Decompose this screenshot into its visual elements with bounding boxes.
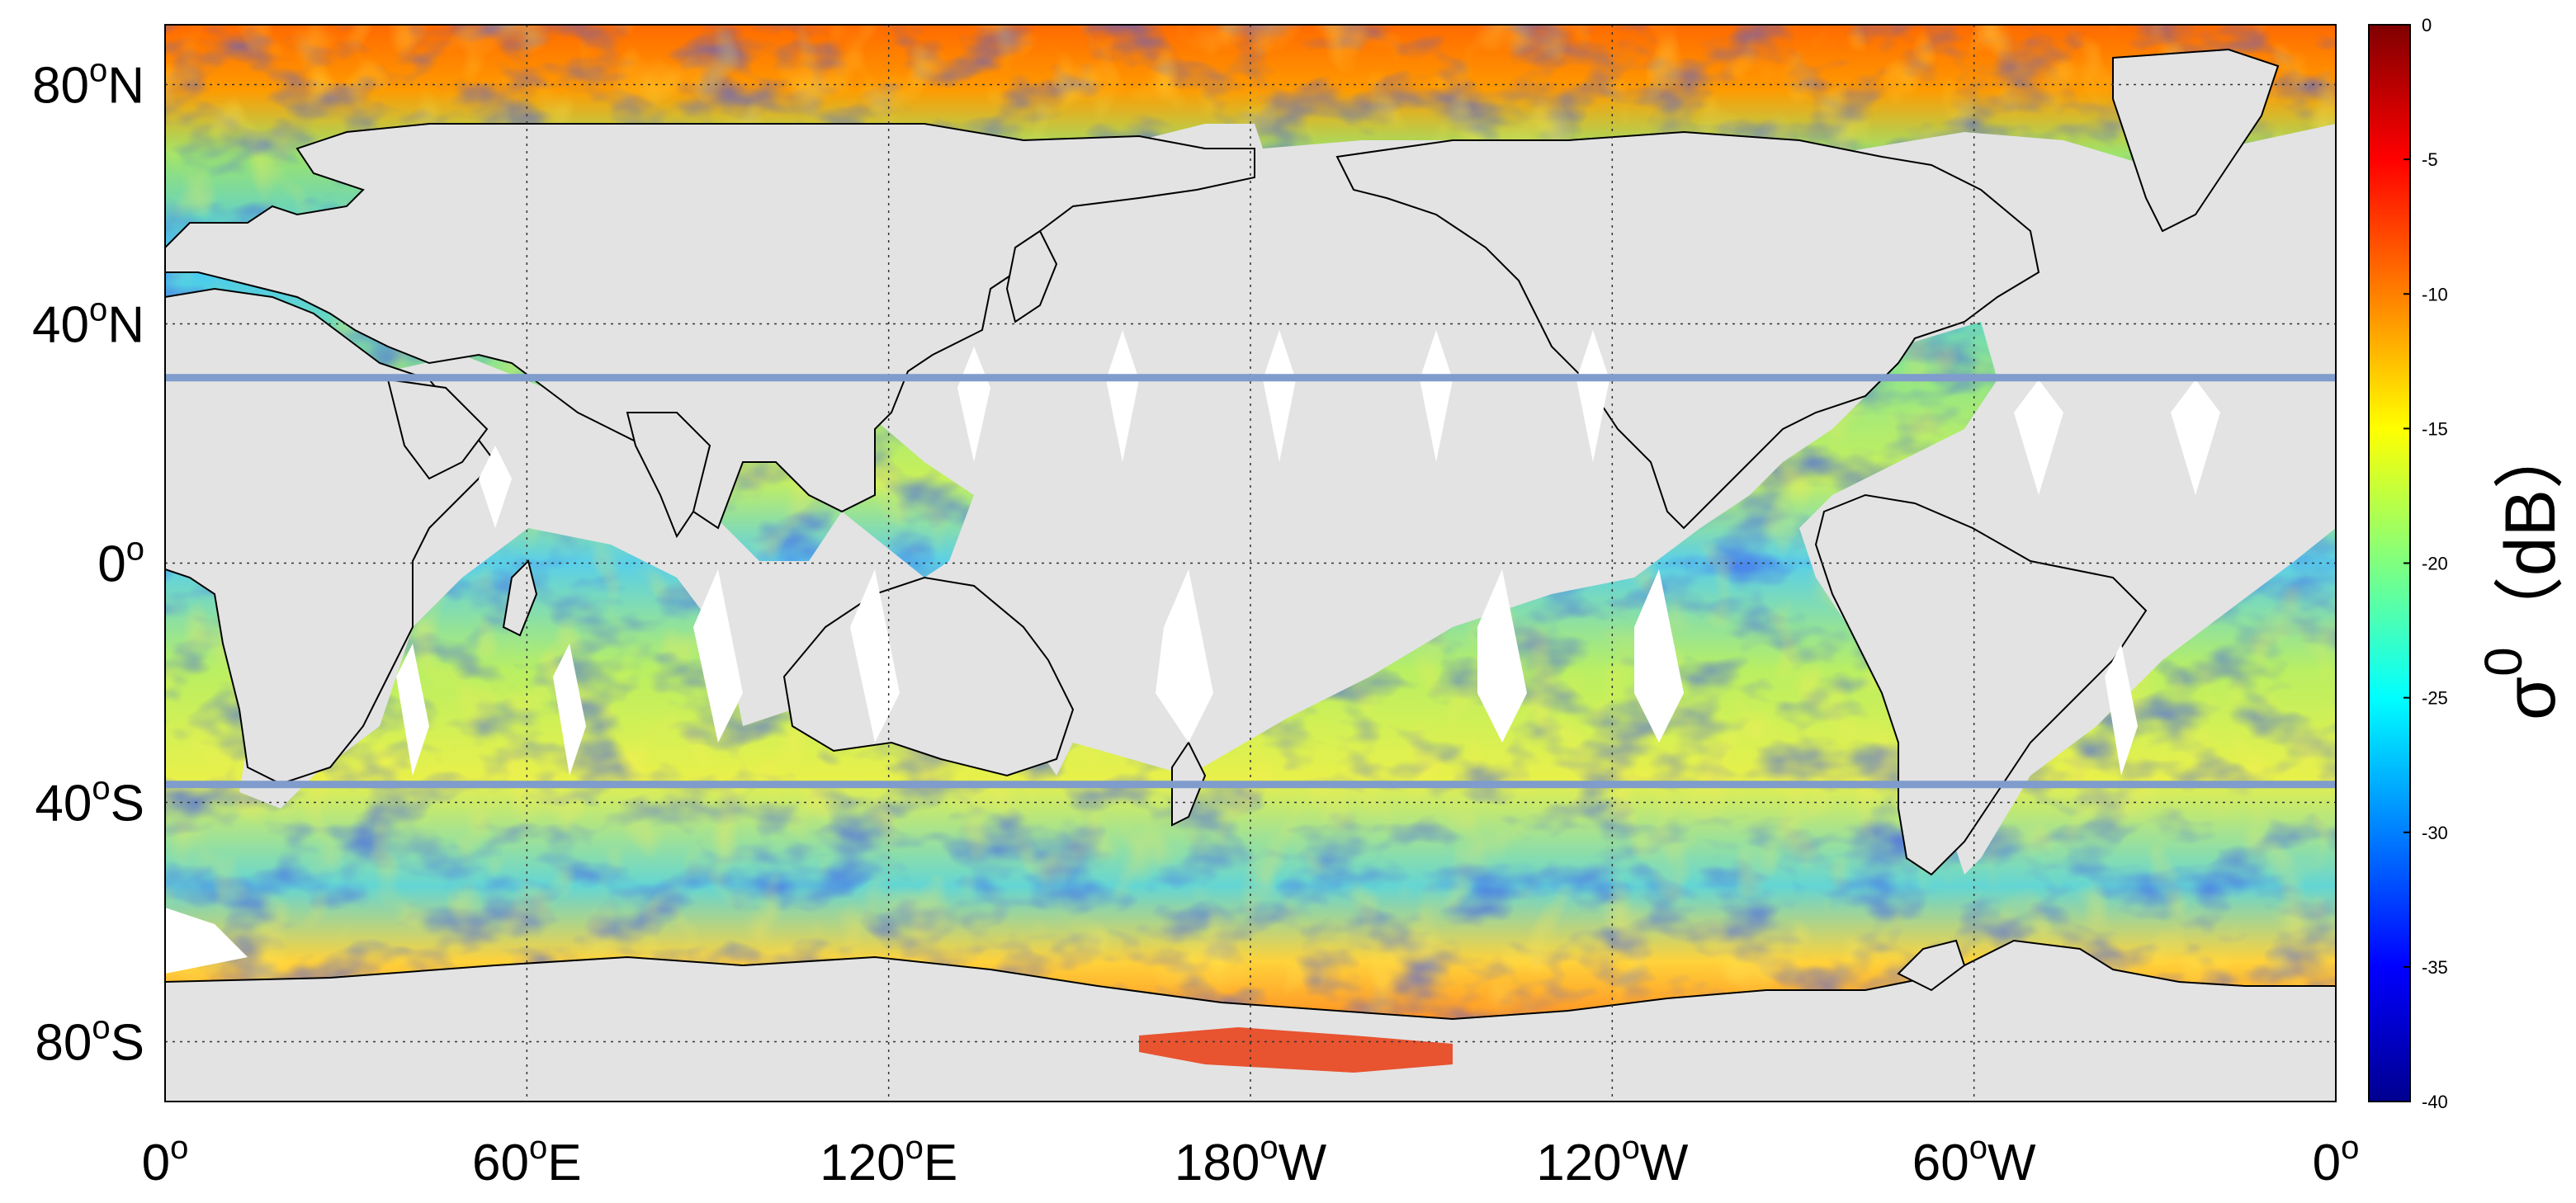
x-tick-value: 60 bbox=[472, 1135, 529, 1191]
colorbar-label-unit: （dB） bbox=[2491, 418, 2570, 647]
colorbar-label: σ0（dB） bbox=[2474, 418, 2570, 720]
colorbar-tick-label: -30 bbox=[2422, 823, 2448, 843]
x-tick-label: 120oW bbox=[1536, 1130, 1689, 1191]
eurasia-landmass bbox=[165, 123, 1255, 530]
colorbar-label-main: σ bbox=[2491, 677, 2570, 720]
x-tick-value: 0 bbox=[2313, 1135, 2341, 1191]
japan-islands bbox=[1005, 229, 1058, 323]
y-tick-hemisphere: S bbox=[111, 776, 144, 833]
colorbar-tick-label: -35 bbox=[2422, 957, 2448, 978]
grid-lines bbox=[165, 25, 2336, 1102]
x-tick-degree: o bbox=[2341, 1130, 2359, 1166]
colorbar: 0-5-10-15-20-25-30-35-40 σ0（dB） bbox=[2368, 15, 2570, 1112]
y-tick-value: 40 bbox=[35, 776, 92, 833]
y-tick-hemisphere: S bbox=[111, 1015, 144, 1072]
y-tick-degree: o bbox=[92, 1010, 110, 1046]
colorbar-tick-label: -10 bbox=[2422, 284, 2448, 304]
colorbar-tick-label: -40 bbox=[2422, 1092, 2448, 1112]
colorbar-label-sup: 0 bbox=[2474, 647, 2533, 677]
y-tick-value: 80 bbox=[35, 1015, 92, 1072]
y-tick-degree: o bbox=[92, 771, 110, 807]
colorbar-ticks: 0 -5 -10 -15 -20 -25 -30 -35 -40 bbox=[2403, 15, 2448, 1112]
colorbar-tick-label: -25 bbox=[2422, 688, 2448, 709]
x-tick-value: 180 bbox=[1175, 1135, 1260, 1191]
colorbar-tick-label: 0 bbox=[2422, 15, 2432, 35]
x-tick-hemisphere: E bbox=[547, 1135, 581, 1191]
x-tick-label: 0o bbox=[142, 1130, 189, 1191]
x-tick-hemisphere: E bbox=[924, 1135, 957, 1191]
y-tick-label: 80oS bbox=[35, 1010, 144, 1072]
x-tick-label: 0o bbox=[2313, 1130, 2360, 1191]
x-tick-degree: o bbox=[1622, 1130, 1640, 1166]
y-tick-label: 80oN bbox=[32, 53, 144, 115]
y-tick-value: 80 bbox=[32, 58, 89, 115]
swath-data-gaps bbox=[165, 330, 2220, 974]
south-america-landmass bbox=[1814, 493, 2148, 876]
x-tick-value: 60 bbox=[1912, 1135, 1969, 1191]
y-tick-label: 40oN bbox=[32, 292, 144, 354]
x-tick-degree: o bbox=[1260, 1130, 1278, 1166]
y-tick-value: 40 bbox=[32, 297, 89, 354]
antarctic-ice-shelf bbox=[1139, 1027, 1453, 1073]
y-tick-degree: o bbox=[89, 53, 107, 89]
continents bbox=[165, 48, 2280, 992]
x-tick-value: 120 bbox=[1536, 1135, 1621, 1191]
colorbar-tick-label: -5 bbox=[2422, 149, 2438, 170]
x-tick-value: 0 bbox=[142, 1135, 170, 1191]
y-tick-degree: o bbox=[89, 292, 107, 328]
colorbar-tick-label: -15 bbox=[2422, 418, 2448, 439]
x-tick-degree: o bbox=[529, 1130, 547, 1166]
antarctic-peninsula bbox=[1897, 939, 1966, 992]
greenland-landmass bbox=[2112, 48, 2280, 233]
madagascar-island bbox=[502, 559, 538, 637]
y-tick-hemisphere: N bbox=[107, 297, 144, 354]
x-axis-ticks: 0o 60oE 120oE 180oW 120oW 60oW 0o bbox=[142, 1130, 2360, 1191]
x-tick-degree: o bbox=[1969, 1130, 1988, 1166]
north-america-landmass bbox=[1335, 130, 2040, 530]
x-tick-label: 180oW bbox=[1175, 1130, 1327, 1191]
x-tick-hemisphere: W bbox=[1988, 1135, 2036, 1191]
x-tick-hemisphere: W bbox=[1279, 1135, 1327, 1191]
x-tick-degree: o bbox=[170, 1130, 188, 1166]
y-tick-label: 40oS bbox=[35, 771, 144, 833]
x-tick-hemisphere: W bbox=[1640, 1135, 1689, 1191]
x-tick-label: 120oE bbox=[820, 1130, 957, 1191]
arabian-peninsula bbox=[386, 378, 489, 480]
plot-frame bbox=[164, 24, 2337, 1102]
x-tick-degree: o bbox=[905, 1130, 924, 1166]
x-tick-label: 60oE bbox=[472, 1130, 582, 1191]
y-tick-label: 0o bbox=[97, 531, 144, 593]
x-tick-value: 120 bbox=[820, 1135, 905, 1191]
y-tick-value: 0 bbox=[97, 536, 125, 593]
y-tick-degree: o bbox=[126, 531, 144, 568]
x-tick-label: 60oW bbox=[1912, 1130, 2036, 1191]
colorbar-gradient bbox=[2368, 24, 2411, 1102]
india-subcontinent bbox=[626, 412, 711, 539]
y-tick-hemisphere: N bbox=[107, 58, 144, 115]
reference-latitude-lines bbox=[165, 374, 2336, 789]
colorbar-tick-label: -20 bbox=[2422, 554, 2448, 574]
